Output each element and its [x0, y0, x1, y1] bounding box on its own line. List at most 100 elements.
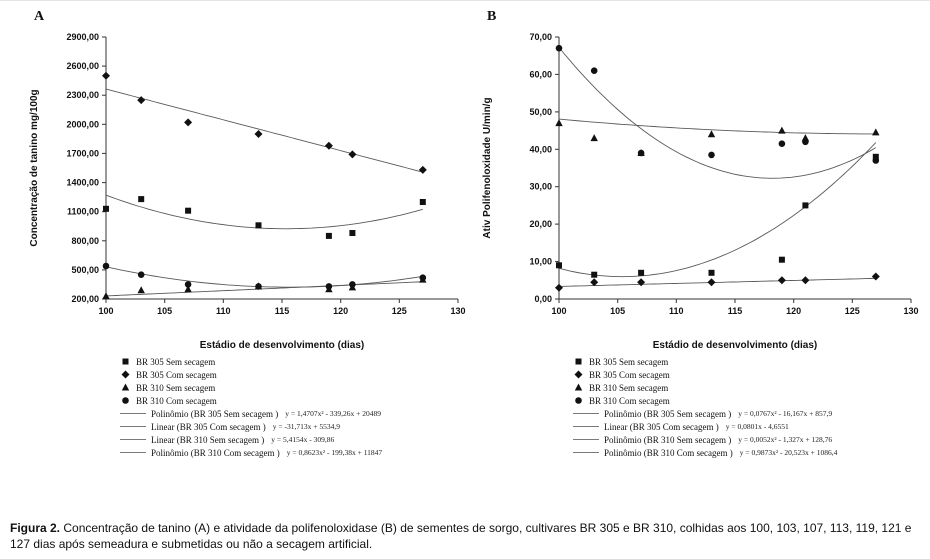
- legend-series-label: BR 305 Sem secagem: [136, 356, 216, 367]
- panel-a-label: A: [34, 9, 45, 24]
- svg-text:10,00: 10,00: [529, 257, 552, 267]
- svg-text:20,00: 20,00: [529, 219, 552, 229]
- legend-trendline-equation: y = 1,4707x² - 339,26x + 20489: [285, 409, 381, 418]
- legend-series-label: BR 305 Com secagem: [136, 369, 217, 380]
- diamond-marker-icon: [121, 370, 130, 379]
- svg-text:0,00: 0,00: [534, 294, 552, 304]
- legend-series-item: BR 305 Com secagem: [120, 368, 471, 381]
- series-circle-points: [555, 44, 880, 164]
- y-tick-labels: 0,00 10,00 20,00 30,00 40,00 50,00 60,00 70,00: [529, 32, 552, 304]
- svg-text:60,00: 60,00: [529, 69, 552, 79]
- series-triangle-points: [102, 275, 427, 300]
- legend-series-label: BR 310 Com secagem: [136, 395, 217, 406]
- trendline-sample-icon: [573, 452, 599, 453]
- legend-trendline-equation: y = 0,0052x² - 1,327x + 128,76: [738, 435, 833, 444]
- y-axis-title: Ativ Polifenoloxidade U/min/g: [482, 97, 493, 238]
- legend-trendline-label: Linear (BR 305 Com secagem ): [604, 421, 719, 432]
- x-tick-labels: 100 105 110 115 120 125 130: [98, 306, 465, 316]
- x-axis-title: Estádio de desenvolvimento (dias): [653, 340, 817, 351]
- legend-series-item: BR 310 Com secagem: [120, 394, 471, 407]
- legend-a: BR 305 Sem secagem BR 305 Com secagem BR 3…: [120, 355, 471, 459]
- triangle-marker-icon: [574, 383, 583, 391]
- axes: [102, 36, 459, 303]
- svg-text:125: 125: [845, 306, 860, 316]
- trendlines: [558, 47, 877, 287]
- legend-trendline-label: Linear (BR 305 Com secagem ): [151, 421, 266, 432]
- legend-series-label: BR 305 Sem secagem: [589, 356, 669, 367]
- series-circle-points: [102, 262, 427, 290]
- figure-caption-text: Concentração de tanino (A) e atividade d…: [10, 521, 912, 552]
- series-diamond-points: [102, 71, 427, 174]
- legend-trendline-label: Linear (BR 310 Sem secagem ): [151, 434, 265, 445]
- svg-text:500,00: 500,00: [71, 265, 99, 275]
- circle-marker-icon: [575, 397, 582, 404]
- svg-text:70,00: 70,00: [529, 32, 552, 42]
- trendline-sample-icon: [120, 426, 146, 427]
- svg-text:2000,00: 2000,00: [66, 119, 99, 129]
- y-tick-labels: 200,00 500,00 800,00 1100,00 1400,00 1700,00 2…: [66, 32, 99, 304]
- chart-b: 0,00 10,00 20,00 30,00 40,00 50,00 60,00 70,00 1…: [482, 32, 919, 351]
- svg-text:30,00: 30,00: [529, 182, 552, 192]
- svg-text:2900,00: 2900,00: [66, 32, 99, 42]
- axes: [555, 36, 912, 303]
- y-axis-title: Concentração de tanino mg/100g: [29, 89, 40, 246]
- legend-series-label: BR 305 Com secagem: [589, 369, 670, 380]
- panel-b: B 0,00 10,00 20,00 30,00 40,00 50,00 60,00 70,0…: [479, 7, 924, 459]
- svg-text:40,00: 40,00: [529, 144, 552, 154]
- svg-text:105: 105: [157, 306, 172, 316]
- svg-text:1700,00: 1700,00: [66, 148, 99, 158]
- square-marker-icon: [575, 358, 582, 365]
- panel-b-label: B: [487, 9, 497, 24]
- series-square-points: [103, 196, 426, 239]
- svg-text:800,00: 800,00: [71, 236, 99, 246]
- svg-text:130: 130: [450, 306, 465, 316]
- svg-text:1100,00: 1100,00: [67, 207, 99, 217]
- svg-text:120: 120: [786, 306, 801, 316]
- legend-trendline-item: Linear (BR 305 Com secagem ) y = -31,713x…: [120, 420, 471, 433]
- svg-text:130: 130: [903, 306, 918, 316]
- legend-trendline-item: Polinômio (BR 310 Com secagem ) y = 0,862…: [120, 446, 471, 459]
- legend-b: BR 305 Sem secagem BR 305 Com secagem BR 3…: [573, 355, 924, 459]
- legend-trendline-equation: y = 0,0767x² - 16,167x + 857,9: [738, 409, 833, 418]
- svg-text:115: 115: [275, 306, 290, 316]
- svg-text:110: 110: [669, 306, 684, 316]
- svg-text:105: 105: [610, 306, 625, 316]
- svg-text:50,00: 50,00: [529, 107, 552, 117]
- legend-trendline-label: Polinômio (BR 310 Sem secagem ): [604, 434, 732, 445]
- circle-marker-icon: [122, 397, 129, 404]
- trendline-sample-icon: [573, 413, 599, 414]
- legend-series-label: BR 310 Com secagem: [589, 395, 670, 406]
- legend-trendline-item: Polinômio (BR 310 Com secagem ) y = 0,987…: [573, 446, 924, 459]
- legend-trendline-item: Linear (BR 310 Sem secagem ) y = 5,4154x …: [120, 433, 471, 446]
- svg-text:120: 120: [333, 306, 348, 316]
- legend-series-label: BR 310 Sem secagem: [589, 382, 669, 393]
- legend-series-item: BR 305 Com secagem: [573, 368, 924, 381]
- x-axis-title: Estádio de desenvolvimento (dias): [200, 340, 364, 351]
- svg-text:115: 115: [728, 306, 743, 316]
- figure-panels: A 200,00 500,00 800,00 1100,00 1400,00 1700,0…: [0, 1, 930, 459]
- legend-series-item: BR 310 Com secagem: [573, 394, 924, 407]
- panel-a: A 200,00 500,00 800,00 1100,00 1400,00 1700,0…: [26, 7, 471, 459]
- legend-trendline-equation: y = 0,9873x² - 20,523x + 1086,4: [739, 448, 838, 457]
- legend-trendline-item: Polinômio (BR 310 Sem secagem ) y = 0,005…: [573, 433, 924, 446]
- legend-trendline-label: Polinômio (BR 305 Sem secagem ): [604, 408, 732, 419]
- figure-caption-label: Figura 2.: [10, 521, 61, 536]
- x-tick-labels: 100 105 110 115 120 125 130: [551, 306, 918, 316]
- svg-text:2300,00: 2300,00: [66, 90, 99, 100]
- svg-text:200,00: 200,00: [71, 294, 99, 304]
- legend-trendline-item: Polinômio (BR 305 Sem secagem ) y = 1,470…: [120, 407, 471, 420]
- svg-text:2600,00: 2600,00: [66, 61, 99, 71]
- diamond-marker-icon: [574, 370, 583, 379]
- legend-trendline-equation: y = 5,4154x - 309,86: [271, 435, 335, 444]
- legend-trendline-item: Polinômio (BR 305 Sem secagem ) y = 0,076…: [573, 407, 924, 420]
- legend-trendline-label: Polinômio (BR 310 Com secagem ): [151, 447, 280, 458]
- svg-text:110: 110: [216, 306, 231, 316]
- trendlines: [105, 88, 423, 297]
- svg-text:1400,00: 1400,00: [66, 178, 99, 188]
- legend-series-item: BR 305 Sem secagem: [120, 355, 471, 368]
- series-triangle-points: [555, 119, 880, 156]
- chart-a: 200,00 500,00 800,00 1100,00 1400,00 1700,00 2…: [29, 32, 466, 351]
- trendline-sample-icon: [120, 439, 146, 440]
- svg-text:100: 100: [98, 306, 113, 316]
